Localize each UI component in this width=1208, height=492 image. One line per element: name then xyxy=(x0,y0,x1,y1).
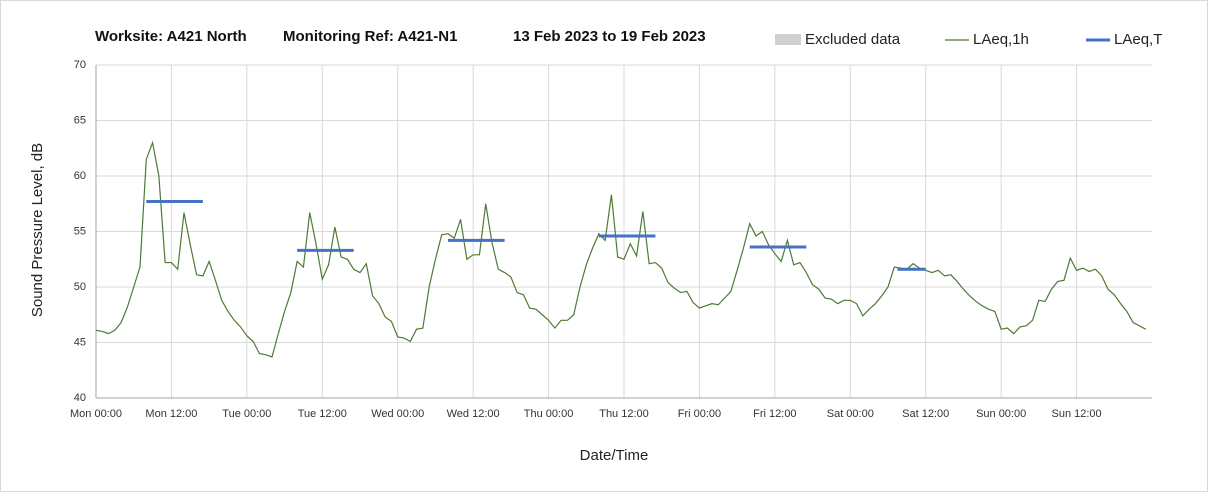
x-tick-label: Sun 12:00 xyxy=(1051,408,1101,420)
y-tick-label: 55 xyxy=(74,225,86,237)
x-tick-label: Wed 00:00 xyxy=(371,408,424,420)
legend-label: Excluded data xyxy=(805,31,901,48)
y-axis-label: Sound Pressure Level, dB xyxy=(29,143,46,317)
x-tick-label: Sat 00:00 xyxy=(827,408,874,420)
chart-title: Worksite: A421 North xyxy=(95,28,247,45)
line-series xyxy=(95,140,1146,358)
x-tick-label: Mon 12:00 xyxy=(145,408,197,420)
x-tick-label: Fri 12:00 xyxy=(753,408,796,420)
chart-title: Monitoring Ref: A421-N1 xyxy=(283,28,457,45)
x-tick-label: Tue 12:00 xyxy=(298,408,347,420)
x-tick-label: Thu 00:00 xyxy=(524,408,574,420)
y-tick-label: 65 xyxy=(74,114,86,126)
legend-label: LAeq,1h xyxy=(973,31,1029,48)
y-tick-label: 40 xyxy=(74,392,86,404)
y-tick-label: 60 xyxy=(74,170,86,182)
x-tick-label: Thu 12:00 xyxy=(599,408,649,420)
chart-title: 13 Feb 2023 to 19 Feb 2023 xyxy=(513,28,706,45)
legend-label: LAeq,T xyxy=(1114,31,1162,48)
x-tick-label: Mon 00:00 xyxy=(70,408,122,420)
legend-swatch xyxy=(775,34,801,45)
x-tick-label: Sun 00:00 xyxy=(976,408,1026,420)
y-tick-label: 45 xyxy=(74,336,86,348)
x-tick-label: Wed 12:00 xyxy=(447,408,500,420)
x-axis-label: Date/Time xyxy=(580,447,649,464)
x-tick-label: Fri 00:00 xyxy=(678,408,721,420)
x-tick-label: Sat 12:00 xyxy=(902,408,949,420)
y-tick-label: 50 xyxy=(74,281,86,293)
x-tick-label: Tue 00:00 xyxy=(222,408,271,420)
y-tick-label: 70 xyxy=(74,59,86,71)
